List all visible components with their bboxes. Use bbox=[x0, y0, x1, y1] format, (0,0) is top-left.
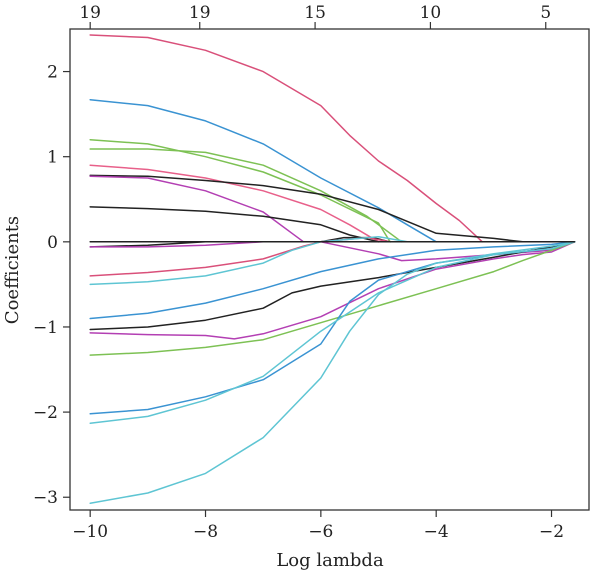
coefficient-path-17 bbox=[89, 241, 576, 415]
coefficient-path-2 bbox=[89, 98, 437, 243]
coefficient-path-12 bbox=[89, 235, 437, 286]
plot-frame bbox=[69, 28, 590, 511]
coefficient-path-13 bbox=[89, 241, 576, 320]
coefficient-path-3 bbox=[89, 138, 391, 243]
x-tick-label: −10 bbox=[72, 522, 108, 542]
top-tick-label: 19 bbox=[189, 3, 211, 23]
coefficient-path-4 bbox=[89, 148, 403, 243]
y-tick-label: 1 bbox=[47, 148, 58, 168]
top-tick-label: 10 bbox=[420, 3, 442, 23]
coefficient-path-16 bbox=[89, 241, 576, 356]
x-tick-label: −6 bbox=[308, 522, 333, 542]
coefficient-path-1 bbox=[89, 34, 484, 243]
coefficient-path-18 bbox=[89, 241, 576, 424]
top-tick-label: 5 bbox=[540, 3, 551, 23]
y-tick-label: 0 bbox=[47, 233, 58, 253]
coefficient-path-19 bbox=[89, 241, 576, 504]
series-layer bbox=[89, 34, 576, 504]
coefficient-path-8 bbox=[89, 206, 380, 243]
coefficient-path-6 bbox=[89, 174, 524, 243]
coefficient-path-7 bbox=[89, 175, 305, 243]
x-tick-label: −4 bbox=[424, 522, 449, 542]
top-tick-label: 15 bbox=[304, 3, 326, 23]
y-tick-label: −3 bbox=[33, 488, 58, 508]
y-tick-label: 2 bbox=[47, 63, 58, 83]
y-tick-label: −2 bbox=[33, 403, 58, 423]
y-tick-label: −1 bbox=[33, 318, 58, 338]
coefficient-path-14 bbox=[89, 241, 576, 331]
x-tick-label: −8 bbox=[193, 522, 218, 542]
coefficient-path-5 bbox=[89, 164, 380, 243]
top-tick-label: 19 bbox=[79, 3, 101, 23]
y-axis-title: Coefficients bbox=[2, 216, 23, 324]
x-axis-title: Log lambda bbox=[276, 550, 384, 571]
x-tick-label: −2 bbox=[539, 522, 564, 542]
